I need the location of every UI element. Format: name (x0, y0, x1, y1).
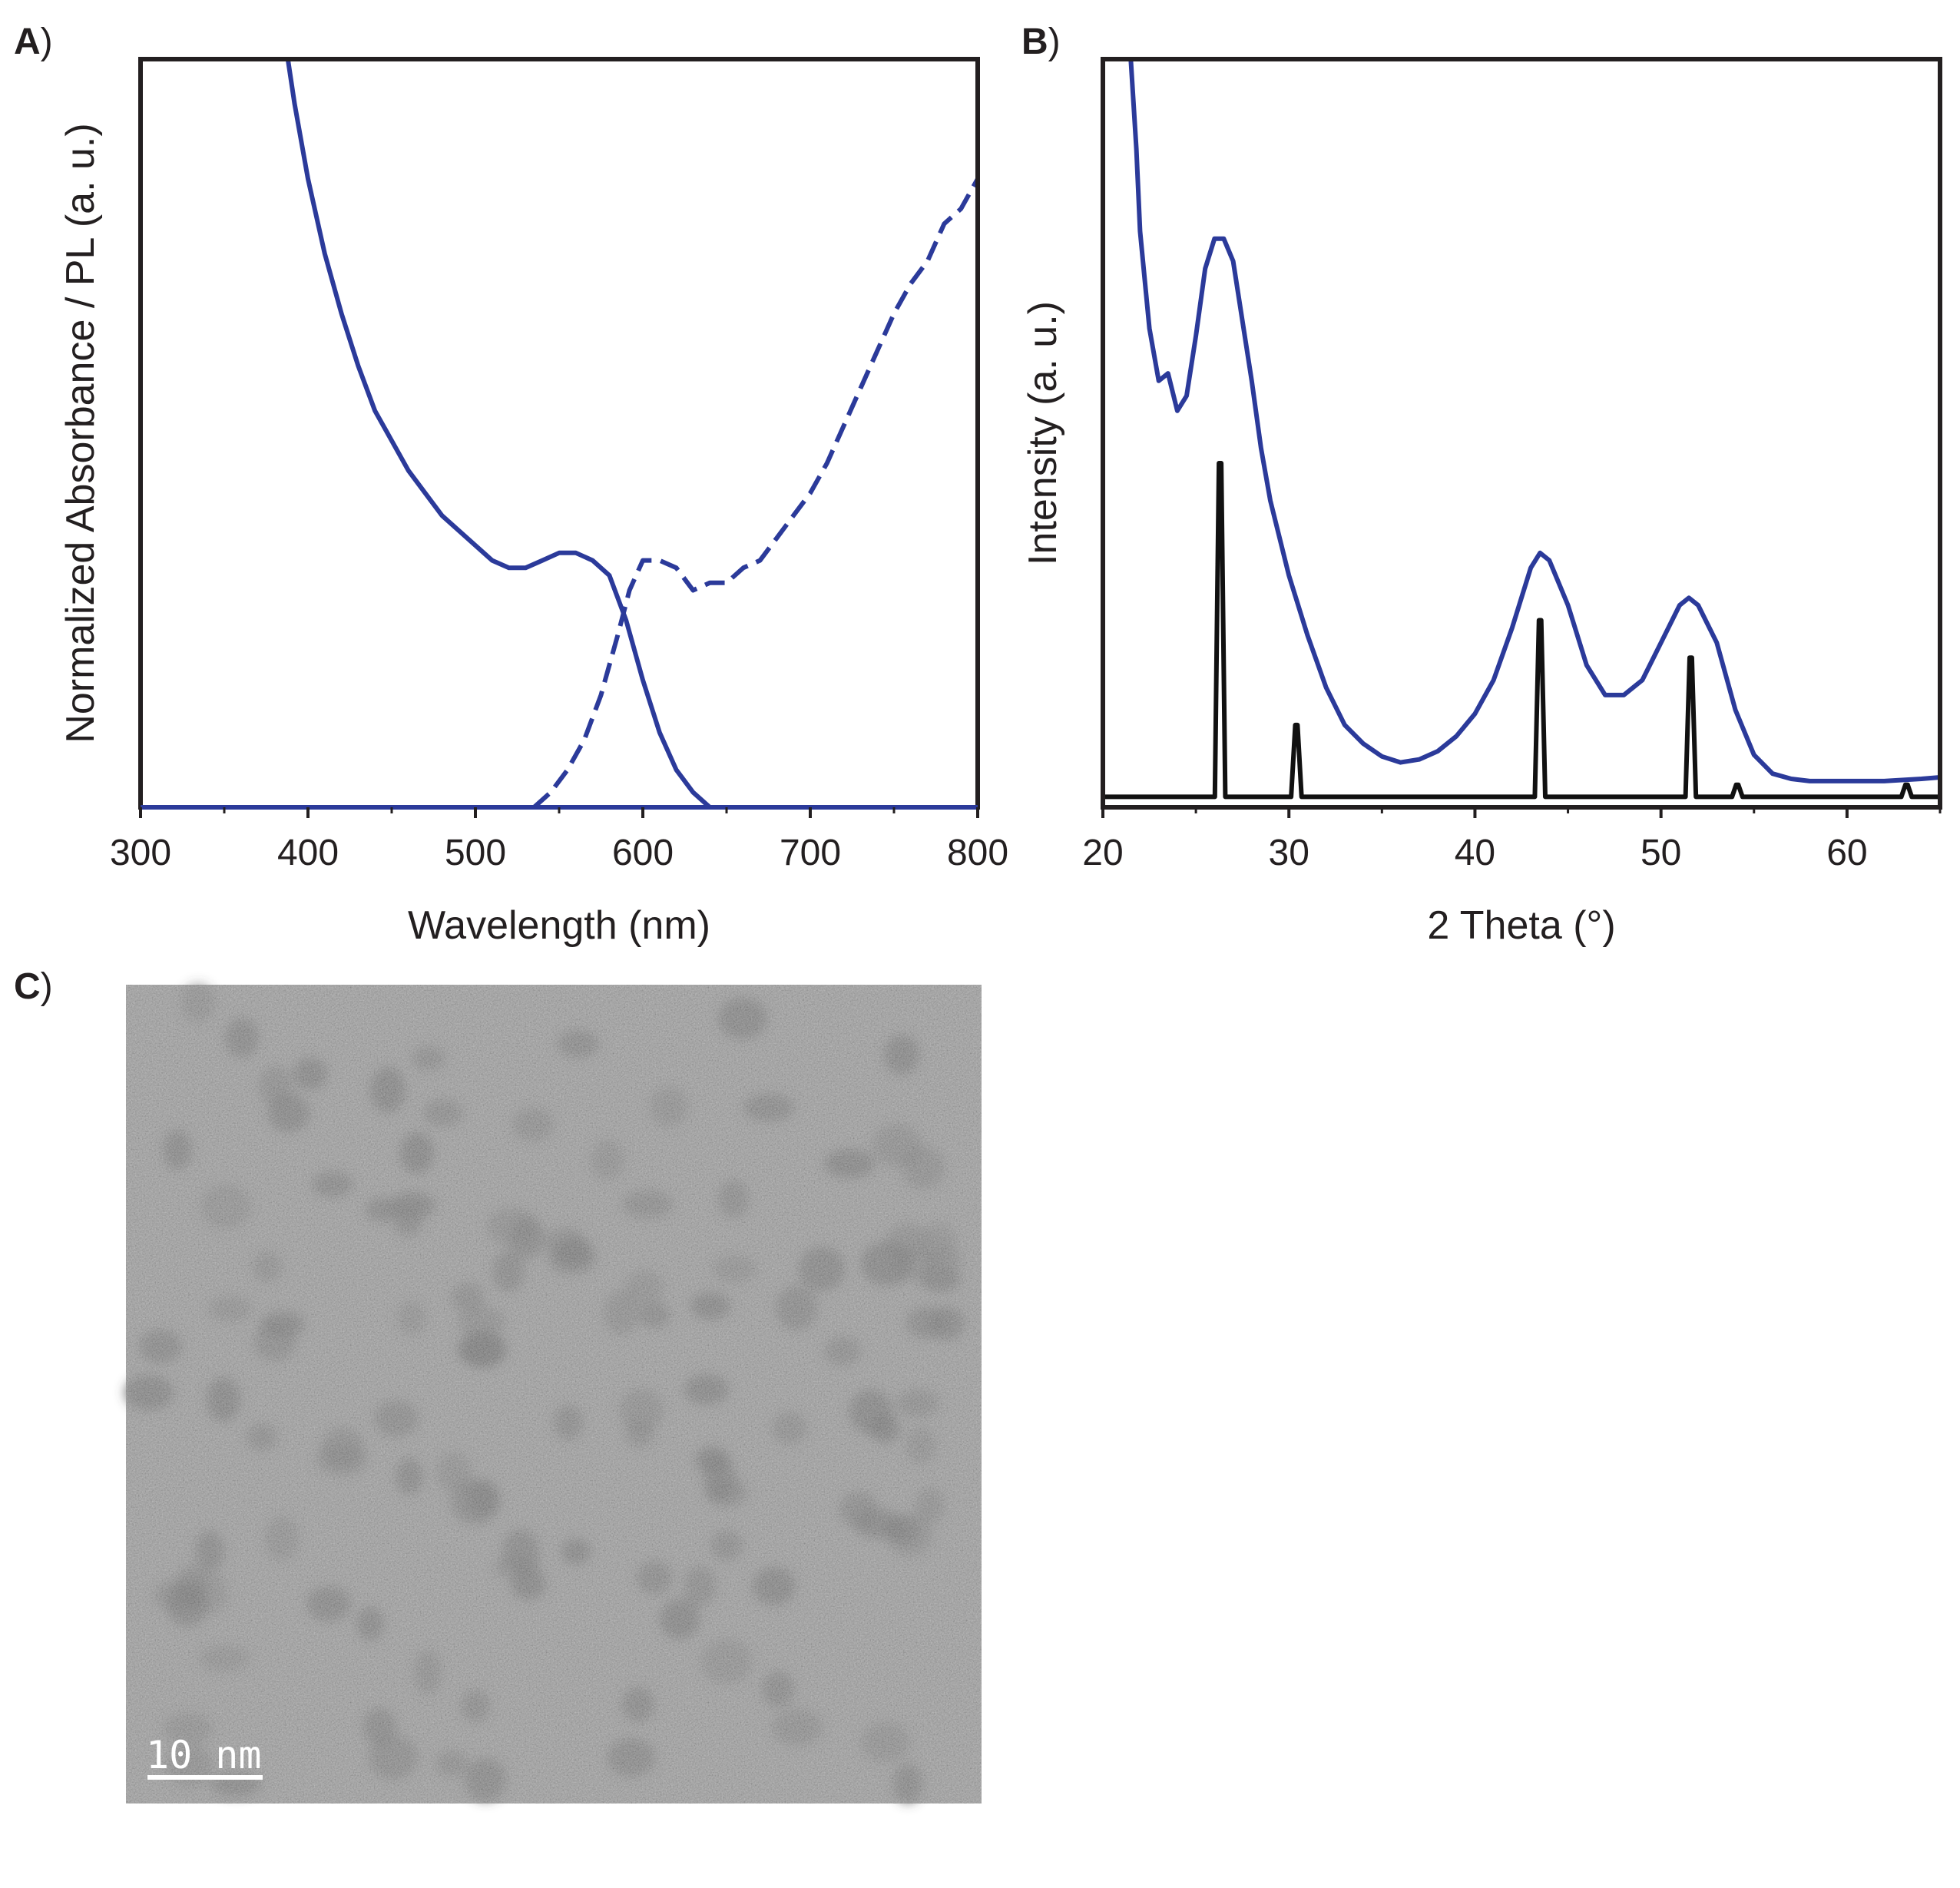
xrd-series-line (1128, 59, 1940, 783)
scale-bar-label: 10 nm (146, 1733, 262, 1777)
b-x-tick-label: 50 (1641, 833, 1681, 873)
panel-c: C) 10 nm (14, 966, 982, 1804)
panel-b: B) 20 30 40 50 60 2 Theta (°) Intensity (a. … (1021, 22, 1942, 948)
plot-frame-a (138, 57, 980, 810)
x-axis-title-b: 2 Theta (°) (1427, 903, 1615, 948)
plot-frame-b (1101, 57, 1942, 810)
absorbance-series-line (285, 59, 712, 807)
x-ticks-b: 20 30 40 50 60 (1082, 807, 1942, 873)
a-x-tick-label: 600 (612, 833, 674, 873)
b-x-tick-label: 60 (1826, 833, 1867, 873)
panel-a-label: A) (14, 22, 53, 62)
panel-b-label: B) (1021, 22, 1061, 62)
b-x-tick-label: 30 (1269, 833, 1309, 873)
b-x-tick-label: 40 (1455, 833, 1495, 873)
x-ticks-a: 300 400 500 600 700 800 (110, 807, 1008, 873)
panel-a: A) 300 400 500 600 700 800 Wavelength (nm) No… (14, 22, 1008, 948)
reference-series-line (1103, 461, 1940, 800)
b-x-tick-label: 20 (1082, 833, 1123, 873)
a-x-tick-label: 300 (110, 833, 171, 873)
a-x-tick-label: 400 (277, 833, 339, 873)
a-x-tick-label: 800 (947, 833, 1008, 873)
pl-series-line (532, 177, 978, 807)
panel-c-label: C) (14, 966, 53, 1007)
a-x-tick-label: 500 (445, 833, 506, 873)
a-x-tick-label: 700 (780, 833, 841, 873)
tem-micrograph (124, 982, 982, 1804)
x-axis-title-a: Wavelength (nm) (408, 903, 710, 948)
y-axis-title-a: Normalized Absorbance / PL (a. u.) (58, 123, 103, 743)
y-axis-title-b: Intensity (a. u.) (1021, 301, 1065, 565)
